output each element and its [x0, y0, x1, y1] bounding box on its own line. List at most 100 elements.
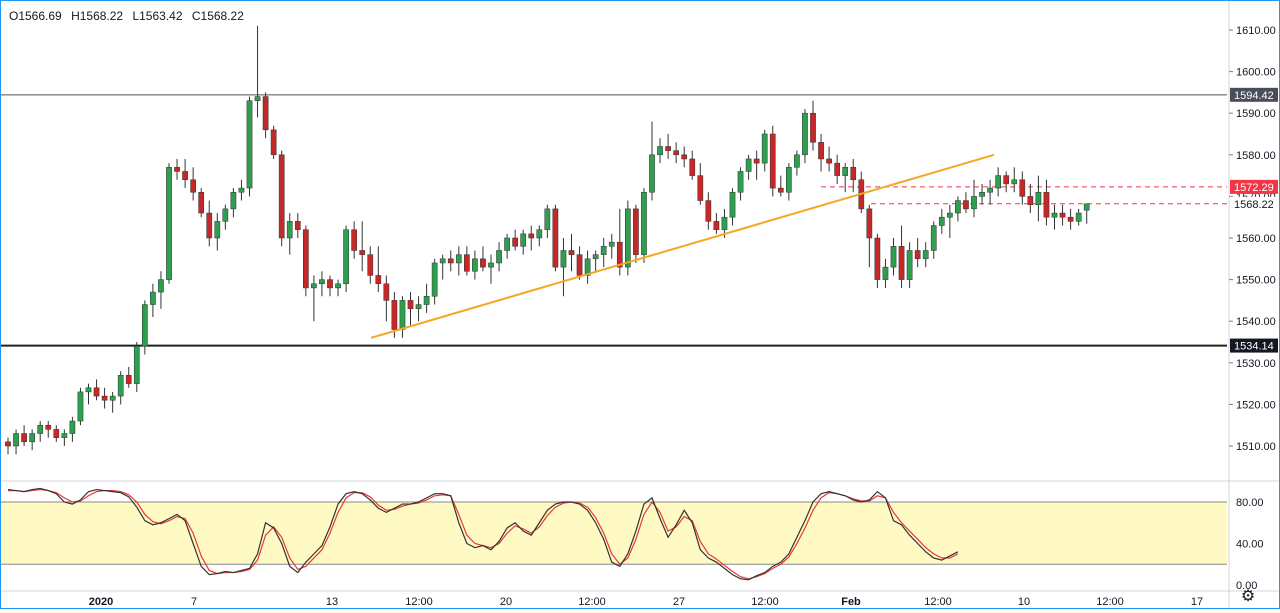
oscillator-tick-label: 0.00	[1236, 580, 1257, 592]
candle-body	[786, 167, 792, 193]
candle-body	[85, 387, 92, 393]
candle-body	[979, 191, 985, 197]
candle-body	[351, 229, 357, 251]
candle-body	[955, 200, 961, 214]
candle-body	[810, 112, 816, 143]
candle-body	[262, 96, 269, 131]
candle-body	[769, 133, 776, 189]
candle-body	[125, 375, 132, 384]
last-price-label: 1568.22	[1234, 199, 1274, 211]
ohlc-open: O1566.69	[9, 9, 62, 23]
candle-body	[319, 279, 325, 285]
candle-body	[21, 433, 27, 443]
oscillator-band	[1, 502, 1227, 565]
candle-body	[504, 237, 510, 251]
stochastic-k-line	[7, 487, 959, 581]
candle-body	[616, 241, 623, 268]
price-tick-label: 1560.00	[1236, 233, 1276, 245]
candle-body	[520, 233, 527, 247]
red-level-price-label-bg	[1230, 179, 1278, 194]
candle-body	[1067, 216, 1074, 222]
time-tick-label: 17	[1191, 596, 1203, 608]
candle-body	[29, 433, 35, 443]
candle-body	[53, 429, 60, 438]
candle-body	[464, 254, 470, 272]
candle-body	[5, 441, 11, 447]
candle-body	[753, 158, 760, 164]
candle-body	[455, 254, 462, 264]
candle-body	[633, 208, 639, 255]
candle-body	[375, 275, 382, 285]
price-tick-label: 1600.00	[1236, 67, 1276, 79]
candle-body	[101, 395, 108, 401]
price-tick-label: 1510.00	[1236, 441, 1276, 453]
candle-body	[472, 258, 478, 272]
time-tick-label: 12:00	[751, 596, 779, 608]
time-tick-label: 12:00	[1096, 596, 1124, 608]
price-tick-label: 1590.00	[1236, 108, 1276, 120]
oscillator-tick-label: 40.00	[1236, 539, 1264, 551]
candle-body	[423, 295, 430, 305]
candle-body	[158, 279, 164, 293]
candle-body	[37, 424, 44, 434]
candle-body	[665, 146, 671, 151]
candle-body	[198, 191, 205, 214]
candle-body	[311, 283, 317, 289]
price-tick-label: 1550.00	[1236, 275, 1276, 287]
gear-icon[interactable]: ⚙	[1240, 588, 1256, 605]
candle-body	[777, 187, 784, 193]
price-tick-label: 1580.00	[1236, 150, 1276, 162]
red-level-price-label: 1572.29	[1234, 182, 1274, 194]
candle-body	[794, 154, 800, 168]
candle-body	[729, 191, 736, 218]
candle-body	[246, 100, 253, 189]
ohlc-legend: O1566.69 H1568.22 L1563.42 C1568.22	[9, 9, 250, 23]
candle-body	[294, 221, 301, 230]
candle-body	[109, 395, 116, 401]
candle-body	[826, 158, 832, 164]
time-tick-label: 12:00	[578, 596, 606, 608]
time-tick-label: 2020	[89, 596, 113, 608]
candle-body	[713, 221, 720, 230]
candle-body	[431, 262, 438, 297]
candle-body	[987, 187, 993, 193]
candle-body	[930, 225, 937, 251]
candle-body	[560, 250, 567, 268]
candle-body	[1011, 179, 1018, 185]
candle-body	[383, 283, 390, 301]
candle-body	[552, 208, 559, 268]
candle-body	[512, 237, 518, 247]
price-tick-label: 1610.00	[1236, 25, 1276, 37]
candle-body	[802, 112, 808, 156]
candle-body	[882, 266, 889, 280]
candle-body	[367, 254, 374, 276]
candle-body	[947, 212, 953, 218]
candle-body	[69, 420, 76, 434]
candle-body	[77, 391, 84, 422]
time-tick-label: 20	[500, 596, 512, 608]
candle-body	[761, 133, 768, 164]
candle-body	[737, 171, 744, 193]
candle-body	[359, 250, 366, 255]
price-tick-label: 1540.00	[1236, 316, 1276, 328]
time-tick-label: Feb	[841, 596, 861, 608]
candle-body	[898, 246, 905, 280]
candle-body	[818, 142, 824, 160]
candle-body	[544, 208, 551, 230]
candle-body	[93, 387, 100, 397]
candle-body	[166, 167, 172, 280]
trendline	[370, 153, 995, 339]
ohlc-low: L1563.42	[132, 9, 183, 23]
price-tick-label: 1530.00	[1236, 358, 1276, 370]
time-tick-label: 10	[1018, 596, 1030, 608]
candle-body	[206, 212, 213, 239]
candle-body	[1003, 175, 1010, 185]
candle-body	[1027, 196, 1034, 205]
time-tick-label: 12:00	[924, 596, 952, 608]
candle-body	[625, 208, 631, 268]
candle-body	[721, 216, 728, 230]
candle-body	[150, 291, 156, 305]
candle-body	[278, 154, 285, 239]
